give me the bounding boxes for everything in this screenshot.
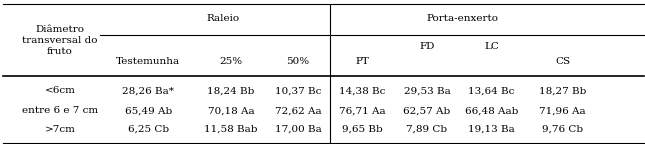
Text: FD: FD: [419, 42, 435, 51]
Text: 18,24 Bb: 18,24 Bb: [207, 86, 255, 95]
Text: 62,57 Ab: 62,57 Ab: [403, 106, 451, 115]
Text: 9,76 Cb: 9,76 Cb: [542, 125, 583, 134]
Text: LC: LC: [484, 42, 499, 51]
Text: 71,96 Aa: 71,96 Aa: [539, 106, 586, 115]
Text: 10,37 Bc: 10,37 Bc: [275, 86, 321, 95]
Text: 13,64 Bc: 13,64 Bc: [468, 86, 515, 95]
Text: 19,13 Ba: 19,13 Ba: [468, 125, 515, 134]
Text: 11,58 Bab: 11,58 Bab: [204, 125, 257, 134]
Text: 76,71 Aa: 76,71 Aa: [339, 106, 386, 115]
Text: 66,48 Aab: 66,48 Aab: [465, 106, 518, 115]
Text: >7cm: >7cm: [45, 125, 75, 134]
Text: 70,18 Aa: 70,18 Aa: [208, 106, 254, 115]
Text: 17,00 Ba: 17,00 Ba: [275, 125, 321, 134]
Text: Raleio: Raleio: [206, 14, 240, 23]
Text: 25%: 25%: [219, 57, 243, 66]
Text: Testemunha: Testemunha: [116, 57, 181, 66]
Text: 29,53 Ba: 29,53 Ba: [404, 86, 450, 95]
Text: PT: PT: [355, 57, 370, 66]
Text: 7,89 Cb: 7,89 Cb: [406, 125, 448, 134]
Text: 65,49 Ab: 65,49 Ab: [124, 106, 172, 115]
Text: 50%: 50%: [286, 57, 310, 66]
Text: <6cm: <6cm: [45, 86, 75, 95]
Text: 6,25 Cb: 6,25 Cb: [128, 125, 169, 134]
Text: Porta-enxerto: Porta-enxerto: [426, 14, 499, 23]
Text: Diâmetro
transversal do
fruto: Diâmetro transversal do fruto: [22, 25, 98, 56]
Text: 28,26 Ba*: 28,26 Ba*: [123, 86, 174, 95]
Text: entre 6 e 7 cm: entre 6 e 7 cm: [22, 106, 98, 115]
Text: 14,38 Bc: 14,38 Bc: [339, 86, 386, 95]
Text: CS: CS: [555, 57, 570, 66]
Text: 72,62 Aa: 72,62 Aa: [275, 106, 321, 115]
Text: 18,27 Bb: 18,27 Bb: [539, 86, 586, 95]
Text: 9,65 Bb: 9,65 Bb: [342, 125, 383, 134]
